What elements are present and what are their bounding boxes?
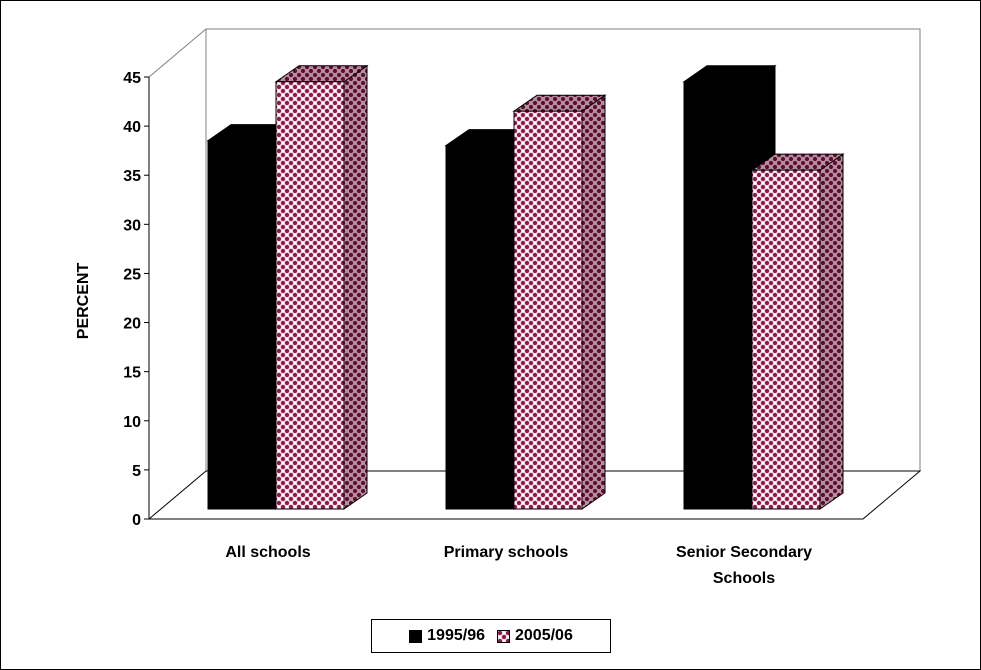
x-category-label-line: Senior Secondary — [676, 544, 812, 561]
floor — [148, 470, 922, 520]
bar — [207, 140, 277, 510]
y-tick-label: 0 — [132, 512, 141, 529]
y-tick-label: 30 — [123, 217, 141, 234]
bar-side — [819, 153, 844, 510]
bar — [275, 81, 345, 510]
legend-item-2005-06: 2005/06 — [497, 627, 573, 645]
legend-label-1995-96: 1995/96 — [427, 627, 485, 644]
legend-label-2005-06: 2005/06 — [515, 627, 573, 644]
bar-side — [343, 64, 368, 510]
x-axis: All schools Primary schools Senior Seconda… — [225, 544, 812, 587]
legend: 1995/96 2005/06 — [371, 619, 611, 653]
y-tick-label: 35 — [123, 168, 141, 185]
y-tick-label: 10 — [123, 414, 141, 431]
bar — [683, 81, 753, 510]
y-axis-label: PERCENT — [75, 263, 92, 340]
y-tick-label: 15 — [123, 365, 141, 382]
legend-item-1995-96: 1995/96 — [409, 627, 485, 645]
x-category-label-line: Primary schools — [444, 544, 569, 561]
legend-swatch-1995-96 — [409, 629, 423, 643]
bar — [513, 110, 583, 510]
y-tick-label: 5 — [132, 463, 141, 480]
y-axis: 0 5 10 15 20 25 30 35 40 45 — [123, 70, 150, 529]
x-category-label-line: All schools — [225, 544, 310, 561]
side-wall — [148, 28, 207, 519]
y-tick-label: 45 — [123, 70, 141, 87]
legend-swatch-2005-06 — [497, 629, 510, 643]
legend-swatch-fill — [498, 630, 509, 642]
bar — [445, 145, 515, 510]
bar-side — [581, 94, 606, 510]
back-wall — [205, 28, 921, 471]
x-category-label-line: Schools — [713, 570, 775, 587]
y-tick-label: 25 — [123, 266, 141, 283]
bar — [751, 169, 821, 510]
x-category-label: Primary schools — [444, 544, 569, 561]
x-category-label: All schools — [225, 544, 310, 561]
bars — [206, 64, 845, 510]
y-tick-label: 20 — [123, 316, 141, 333]
x-category-label: Senior Secondary Schools — [676, 544, 812, 587]
y-tick-label: 40 — [123, 119, 141, 136]
